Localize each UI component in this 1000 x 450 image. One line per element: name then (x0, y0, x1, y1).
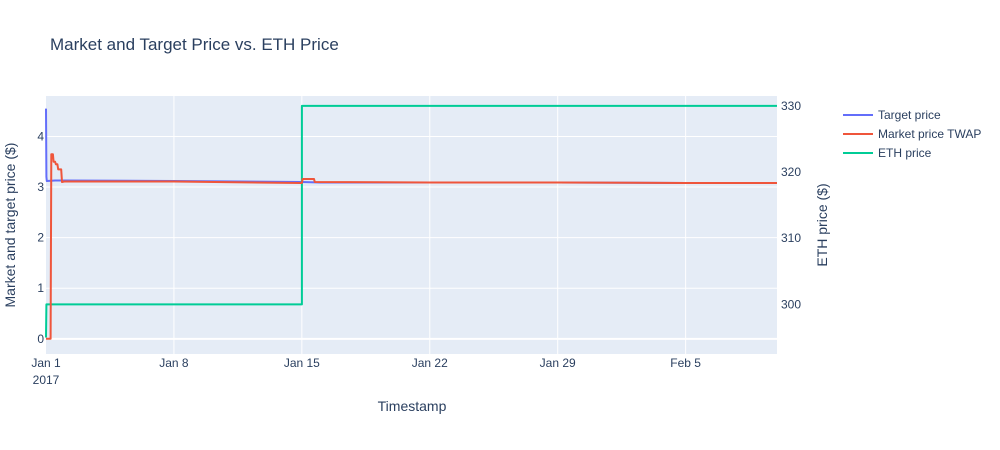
x-tick-label: Feb 5 (670, 356, 701, 370)
x-tick-label: Jan 22 (412, 356, 448, 370)
legend-label: ETH price (878, 146, 932, 160)
y-left-axis-title: Market and target price ($) (2, 143, 18, 308)
tick-layer: Jan 1 2017 Jan 8 Jan 15 Jan 22 Jan 29 Feb 5 0 1 2… (31, 99, 801, 387)
y-left-tick-label: 2 (37, 231, 44, 245)
chart-title: Market and Target Price vs. ETH Price (50, 35, 339, 54)
x-tick-sublabel: 2017 (33, 373, 60, 387)
legend-label: Target price (878, 108, 941, 122)
x-tick-label: Jan 15 (284, 356, 320, 370)
series-line-eth-price[interactable] (45, 104, 777, 338)
series-layer (45, 104, 777, 340)
y-right-tick-label: 320 (781, 165, 801, 179)
y-left-tick-label: 0 (37, 332, 44, 346)
y-right-tick-label: 300 (781, 297, 801, 311)
legend-item[interactable]: Market price TWAP (843, 127, 981, 141)
x-tick-label: Jan 8 (159, 356, 189, 370)
plot-background (46, 96, 777, 354)
x-axis-title: Timestamp (378, 398, 447, 414)
y-right-axis-title: ETH price ($) (814, 183, 830, 266)
x-tick-label: Jan 29 (540, 356, 576, 370)
y-right-tick-label: 330 (781, 99, 801, 113)
y-right-tick-label: 310 (781, 231, 801, 245)
series-line-market-price-twap[interactable] (46, 153, 777, 340)
legend[interactable]: Target price Market price TWAP ETH price (843, 108, 981, 160)
x-tick-label: Jan 1 (31, 356, 61, 370)
legend-item[interactable]: Target price (843, 108, 941, 122)
grid-layer (46, 96, 777, 354)
y-left-tick-label: 4 (37, 129, 44, 143)
legend-label: Market price TWAP (878, 127, 981, 141)
legend-item[interactable]: ETH price (843, 146, 932, 160)
y-left-tick-label: 1 (37, 281, 44, 295)
y-left-tick-label: 3 (37, 180, 44, 194)
